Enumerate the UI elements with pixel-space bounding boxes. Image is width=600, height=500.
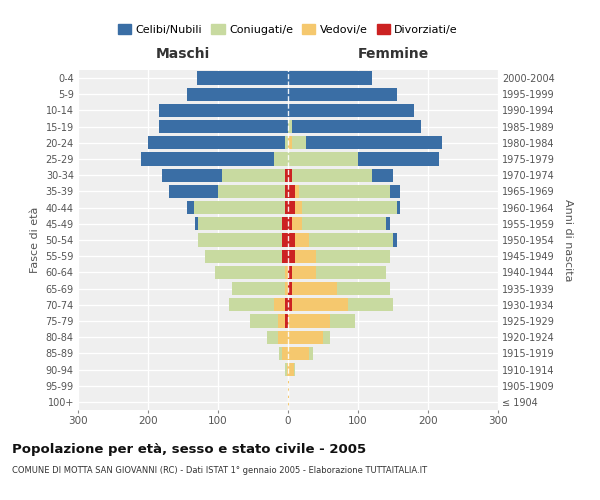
Text: Femmine: Femmine	[358, 48, 428, 62]
Bar	[284, 266, 288, 279]
Bar	[162, 168, 221, 182]
Bar	[284, 201, 288, 214]
Bar	[187, 201, 193, 214]
Bar	[316, 266, 386, 279]
Bar	[309, 346, 313, 360]
Bar	[279, 346, 283, 360]
Bar	[288, 88, 397, 101]
Bar	[323, 330, 330, 344]
Y-axis label: Anni di nascita: Anni di nascita	[563, 198, 574, 281]
Bar	[148, 136, 284, 149]
Bar	[250, 314, 277, 328]
Bar	[195, 217, 199, 230]
Bar	[292, 136, 305, 149]
Bar	[292, 120, 421, 134]
Bar	[389, 185, 400, 198]
Bar	[158, 120, 288, 134]
Bar	[274, 298, 284, 312]
Bar	[288, 136, 292, 149]
Bar	[292, 298, 347, 312]
Bar	[288, 396, 289, 408]
Bar	[397, 201, 400, 214]
Bar	[288, 266, 292, 279]
Bar	[229, 298, 274, 312]
Bar	[292, 282, 337, 295]
Bar	[288, 282, 292, 295]
Bar	[288, 120, 292, 134]
Y-axis label: Fasce di età: Fasce di età	[30, 207, 40, 273]
Bar	[232, 282, 284, 295]
Bar	[218, 185, 284, 198]
Bar	[299, 185, 389, 198]
Bar	[288, 298, 292, 312]
Bar	[221, 168, 284, 182]
Bar	[199, 217, 283, 230]
Bar	[274, 152, 288, 166]
Bar	[187, 88, 288, 101]
Bar	[193, 201, 284, 214]
Bar	[284, 185, 288, 198]
Bar	[215, 266, 284, 279]
Bar	[284, 136, 288, 149]
Text: Popolazione per età, sesso e stato civile - 2005: Popolazione per età, sesso e stato civil…	[12, 442, 366, 456]
Legend: Celibi/Nubili, Coniugati/e, Vedovi/e, Divorziati/e: Celibi/Nubili, Coniugati/e, Vedovi/e, Di…	[115, 21, 461, 38]
Bar	[372, 168, 393, 182]
Bar	[267, 330, 277, 344]
Bar	[277, 314, 284, 328]
Bar	[277, 330, 288, 344]
Bar	[292, 168, 372, 182]
Bar	[288, 217, 292, 230]
Bar	[283, 234, 288, 246]
Bar	[169, 185, 218, 198]
Bar	[288, 250, 295, 263]
Bar	[284, 314, 288, 328]
Bar	[288, 185, 295, 198]
Bar	[386, 217, 389, 230]
Bar	[302, 201, 397, 214]
Bar	[205, 250, 283, 263]
Bar	[305, 136, 442, 149]
Bar	[284, 298, 288, 312]
Bar	[288, 201, 295, 214]
Bar	[295, 234, 309, 246]
Bar	[358, 152, 439, 166]
Bar	[288, 363, 293, 376]
Bar	[288, 234, 295, 246]
Bar	[288, 346, 309, 360]
Bar	[347, 298, 393, 312]
Bar	[141, 152, 274, 166]
Bar	[288, 379, 289, 392]
Bar	[285, 363, 287, 376]
Bar	[199, 234, 283, 246]
Bar	[283, 217, 288, 230]
Bar	[287, 363, 288, 376]
Bar	[284, 282, 288, 295]
Bar	[316, 250, 389, 263]
Bar	[283, 346, 288, 360]
Bar	[288, 168, 292, 182]
Bar	[284, 168, 288, 182]
Bar	[330, 314, 355, 328]
Bar	[309, 234, 393, 246]
Bar	[158, 104, 288, 117]
Bar	[197, 72, 288, 85]
Text: Maschi: Maschi	[156, 48, 210, 62]
Bar	[295, 185, 299, 198]
Text: COMUNE DI MOTTA SAN GIOVANNI (RC) - Dati ISTAT 1° gennaio 2005 - Elaborazione TU: COMUNE DI MOTTA SAN GIOVANNI (RC) - Dati…	[12, 466, 427, 475]
Bar	[302, 217, 386, 230]
Bar	[292, 217, 302, 230]
Bar	[288, 72, 372, 85]
Bar	[295, 250, 316, 263]
Bar	[337, 282, 389, 295]
Bar	[295, 201, 302, 214]
Bar	[288, 104, 414, 117]
Bar	[293, 363, 295, 376]
Bar	[393, 234, 397, 246]
Bar	[283, 250, 288, 263]
Bar	[292, 266, 316, 279]
Bar	[288, 330, 323, 344]
Bar	[288, 152, 358, 166]
Bar	[288, 314, 330, 328]
